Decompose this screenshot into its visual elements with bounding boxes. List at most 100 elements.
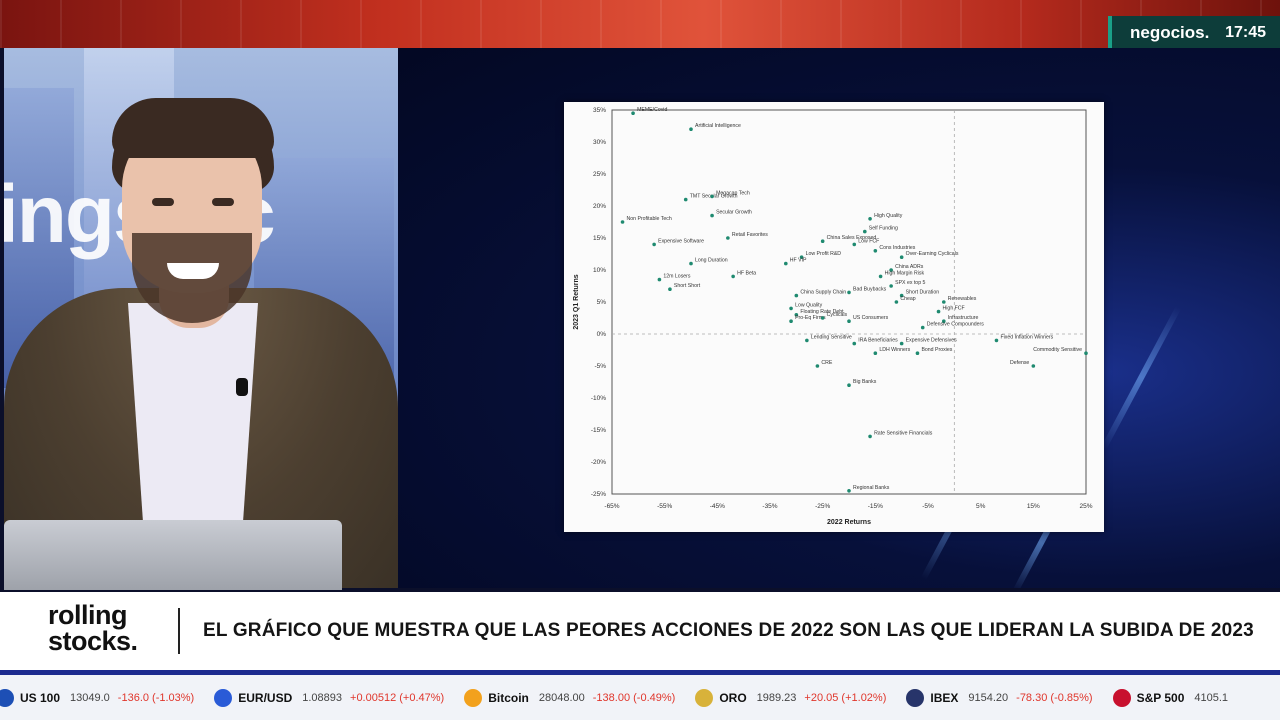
x-tick-label: -5% [922, 503, 934, 510]
us-flag-icon [0, 688, 14, 707]
data-point [899, 255, 904, 259]
point-label: High FCF [943, 306, 965, 312]
scatter-chart: -65% -55% -45% -35% -25% -15% -5% 5% 15% 25% 35% 30… [573, 107, 1093, 526]
data-point [994, 338, 999, 343]
y-tick-label: 35% [593, 107, 606, 114]
data-point [899, 293, 904, 298]
y-tick-label: 0% [597, 331, 607, 338]
presenter-eye [152, 198, 174, 206]
point-label: HF VIP [790, 258, 807, 264]
point-label: Low Quality [795, 302, 823, 308]
ticker-value: 1989.23 [756, 691, 797, 704]
point-label: HF Beta [737, 270, 756, 276]
point-label: Artificial Intelligence [695, 123, 741, 129]
euro-icon [214, 688, 233, 707]
data-point [894, 300, 899, 304]
x-tick-label: 5% [976, 503, 986, 510]
point-label: Cyclicals [827, 312, 848, 318]
point-label: Commodity Sensitive [1033, 347, 1082, 353]
point-label: Secular Growth [716, 210, 752, 216]
point-label: China Sales Exposed [827, 235, 877, 241]
ticker-value: 9154.20 [968, 691, 1009, 704]
y-axis-label: 2023 Q1 Returns [573, 274, 580, 329]
data-point [873, 249, 878, 253]
plot-frame [611, 109, 1087, 495]
data-point [889, 268, 893, 272]
ticker-name: IBEX [930, 690, 959, 705]
data-point [852, 242, 857, 247]
data-point [868, 217, 872, 221]
data-point [878, 274, 883, 279]
ticker-change: +20.05 (+1.02%) [804, 691, 887, 704]
y-tick-label: -25% [591, 491, 606, 498]
data-point [631, 111, 635, 115]
data-point [847, 489, 851, 493]
ticker-value: 4105.1 [1194, 691, 1229, 704]
data-point [794, 313, 799, 317]
point-label: Self Funding [869, 226, 898, 232]
point-label: Rate Sensitive Financials [874, 430, 933, 436]
data-point [689, 127, 693, 131]
point-label: Bond Proxies [921, 347, 952, 353]
y-tick-label: 20% [593, 203, 606, 210]
point-label: Low Profit R&D [806, 251, 842, 257]
point-label: High Margin Risk [885, 270, 925, 276]
y-tick-label: -15% [591, 427, 606, 434]
data-point [1031, 364, 1036, 368]
point-label: Big Banks [853, 379, 877, 385]
ticker-change: +0.00512 (+0.47%) [350, 691, 445, 704]
data-point [789, 306, 793, 311]
point-label: Retail Favorites [732, 232, 768, 238]
point-label: SPX ex top 5 [895, 280, 925, 286]
point-label: Bad Buybacks [853, 286, 887, 292]
point-label: Non Profitable Tech [627, 216, 672, 222]
point-label: Megacap Tech [716, 190, 750, 196]
point-label: Regional Banks [853, 485, 890, 491]
data-point [847, 383, 851, 388]
presenter-eye [212, 198, 234, 206]
point-label: Long Duration [695, 258, 728, 264]
data-point [820, 316, 825, 320]
point-label: CRE [821, 360, 832, 366]
data-point [1084, 351, 1088, 355]
x-tick-label: 25% [1079, 503, 1092, 510]
data-point [863, 229, 867, 234]
show-logo: rolling stocks. [48, 600, 138, 655]
presenter-smile [167, 263, 219, 279]
data-point [726, 236, 730, 240]
data-point [942, 300, 946, 304]
ticker-name: ORO [719, 690, 747, 705]
x-tick-label: -65% [604, 503, 619, 510]
data-point [847, 319, 851, 323]
y-tick-label: 30% [593, 139, 606, 146]
chart-paper: -65% -55% -45% -35% -25% -15% -5% 5% 15% 25% 35% 30… [564, 102, 1104, 532]
point-label: Cons Industries [879, 245, 915, 251]
point-label: MEME/Covid [637, 107, 667, 113]
ticker-name: Bitcoin [488, 690, 529, 705]
data-point [820, 239, 825, 243]
point-label: Expensive Software [658, 238, 704, 244]
ticker-item: Bitcoin 28048.00 -138.00 (-0.49%) [464, 688, 676, 707]
ticker-name: US 100 [20, 690, 61, 705]
data-point [899, 341, 904, 346]
show-logo-line1: rolling [48, 600, 127, 630]
channel-brand-box: negocios. 17:45 [1108, 16, 1280, 50]
data-point [920, 325, 925, 330]
market-ticker: US 100 13049.0 -136.0 (-1.03%) EUR/USD 1.088… [0, 670, 1280, 720]
ticker-change: -138.00 (-0.49%) [592, 691, 676, 704]
x-axis-label: 2022 Returns [827, 519, 871, 526]
x-tick-label: -45% [710, 503, 725, 510]
headline-text: EL GRÁFICO QUE MUESTRA QUE LAS PEORES AC… [203, 620, 1254, 641]
point-label: US Consumers [853, 315, 889, 321]
x-tick-label: -15% [868, 503, 883, 510]
headline-bar [0, 592, 1280, 670]
x-tick-label: 15% [1027, 503, 1040, 510]
point-label: IRA Beneficiaries [858, 338, 898, 344]
x-tick-label: -55% [657, 503, 672, 510]
ticker-item: ORO 1989.23 +20.05 (+1.02%) [695, 688, 887, 707]
point-label: Defense [1010, 360, 1029, 366]
lapel-mic-icon [236, 378, 248, 396]
ticker-name: EUR/USD [238, 690, 293, 705]
spain-flag-icon [906, 688, 925, 707]
y-tick-label: -5% [594, 363, 606, 370]
